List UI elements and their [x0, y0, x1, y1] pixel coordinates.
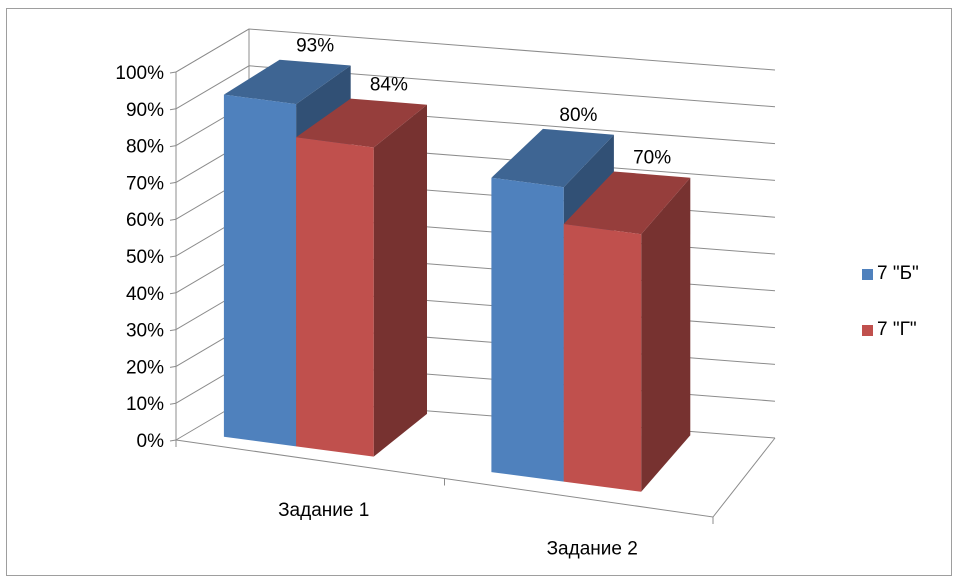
y-tick-mark: [169, 71, 177, 74]
x-tick-label: Задание 1: [278, 500, 369, 521]
bar-2: [563, 224, 642, 492]
gridline: [175, 65, 776, 110]
legend-item-series-1: 7 "Б": [862, 262, 919, 286]
bar-side-2: [373, 104, 427, 457]
bar-2: [296, 137, 374, 457]
bar-1: [491, 177, 564, 482]
gridline: [175, 28, 776, 73]
y-tick-mark: [169, 365, 177, 368]
data-label: 93%: [296, 36, 334, 57]
y-tick-label: 50%: [126, 247, 164, 268]
bar-top-2: [563, 171, 691, 235]
legend-swatch-series-2: [862, 324, 873, 336]
y-tick-mark: [169, 181, 177, 184]
legend-swatch-series-1: [862, 268, 873, 280]
y-tick-mark: [169, 292, 177, 295]
y-tick-mark: [169, 439, 177, 442]
bar-top-1: [223, 59, 351, 105]
y-tick-label: 70%: [126, 173, 164, 194]
floor-edge: [175, 437, 776, 518]
y-tick-label: 100%: [115, 63, 164, 84]
bar-side-2: [641, 177, 691, 492]
bar-top-1: [491, 128, 614, 188]
y-tick-mark: [169, 108, 177, 111]
data-label: 84%: [370, 75, 408, 96]
y-tick-mark: [169, 329, 177, 332]
y-tick-label: 0%: [137, 431, 165, 452]
data-label: 80%: [559, 105, 597, 126]
chart-area: [6, 8, 952, 576]
y-tick-label: 40%: [126, 284, 164, 305]
y-tick-label: 20%: [126, 357, 164, 378]
bar-1: [223, 94, 297, 447]
bar-top-2: [296, 98, 427, 148]
y-tick-label: 10%: [126, 394, 164, 415]
y-tick-mark: [169, 145, 177, 148]
legend-item-series-2: 7 "Г": [862, 318, 919, 342]
y-tick-mark: [169, 255, 177, 258]
x-tick-label: Задание 2: [547, 539, 638, 560]
y-tick-label: 80%: [126, 137, 164, 158]
bars: [223, 59, 691, 492]
legend-label-series-2: 7 "Г": [877, 319, 917, 340]
y-tick-mark: [169, 402, 177, 405]
data-label: 70%: [633, 148, 671, 169]
chart-labels: 0% 10% 20% 30% 40% 50% 60% 70% 80% 90% 100% 93% 84% 8…: [115, 36, 671, 560]
legend-label-series-1: 7 "Б": [877, 263, 919, 284]
y-tick-label: 30%: [126, 321, 164, 342]
y-tick-label: 60%: [126, 210, 164, 231]
y-tick-mark: [169, 218, 177, 221]
y-tick-label: 90%: [126, 100, 164, 121]
legend: 7 "Б" 7 "Г": [862, 262, 919, 374]
